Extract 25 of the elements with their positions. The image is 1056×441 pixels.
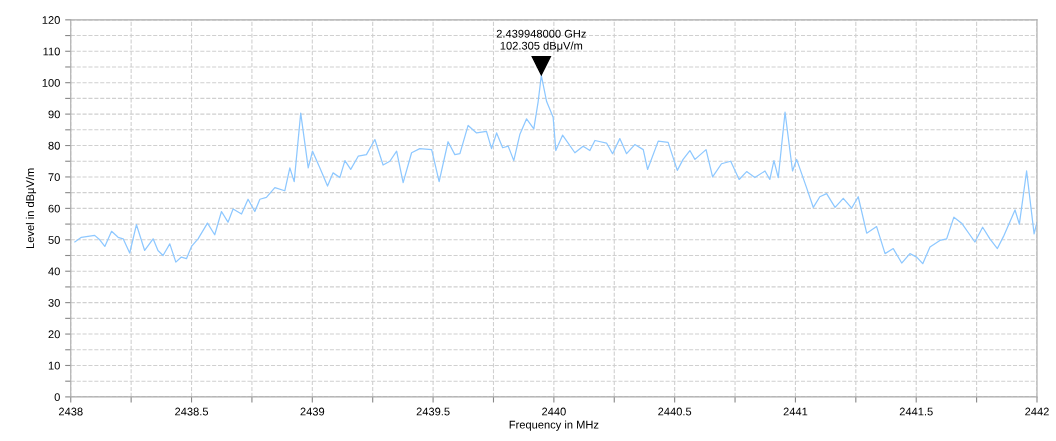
y-tick-label: 120 xyxy=(42,16,60,24)
x-tick-label: 2441 xyxy=(783,407,808,416)
y-tick-label: 30 xyxy=(48,298,60,307)
y-axis-title: Level in dBμV/m xyxy=(25,168,37,249)
y-tick-label: 60 xyxy=(48,204,60,213)
x-tick-label: 2440.5 xyxy=(658,407,692,416)
y-tick-label: 90 xyxy=(48,110,60,119)
y-tick-label: 70 xyxy=(48,173,60,182)
x-tick-label: 2441.5 xyxy=(899,407,933,416)
y-tick-label: 20 xyxy=(48,330,60,339)
x-tick-label: 2438.5 xyxy=(175,407,209,416)
y-tick-label: 100 xyxy=(42,78,60,87)
annotation: 2.439948000 GHz 102.305 dBμV/m xyxy=(496,29,586,52)
y-tick-label: 0 xyxy=(54,393,60,402)
y-tick-label: 40 xyxy=(48,267,60,276)
x-tick-label: 2438 xyxy=(58,407,83,416)
y-tick-label: 80 xyxy=(48,141,60,150)
y-tick-label: 110 xyxy=(43,47,60,56)
x-tick-label: 2439 xyxy=(300,407,325,416)
x-tick-label: 2442 xyxy=(1025,407,1049,416)
y-tick-label: 50 xyxy=(48,236,60,244)
x-tick-label: 2440 xyxy=(542,407,566,416)
y-tick-label: 10 xyxy=(48,361,60,370)
x-axis-title: Frequency in MHz xyxy=(509,420,599,431)
x-tick-label: 2439.5 xyxy=(416,407,450,416)
